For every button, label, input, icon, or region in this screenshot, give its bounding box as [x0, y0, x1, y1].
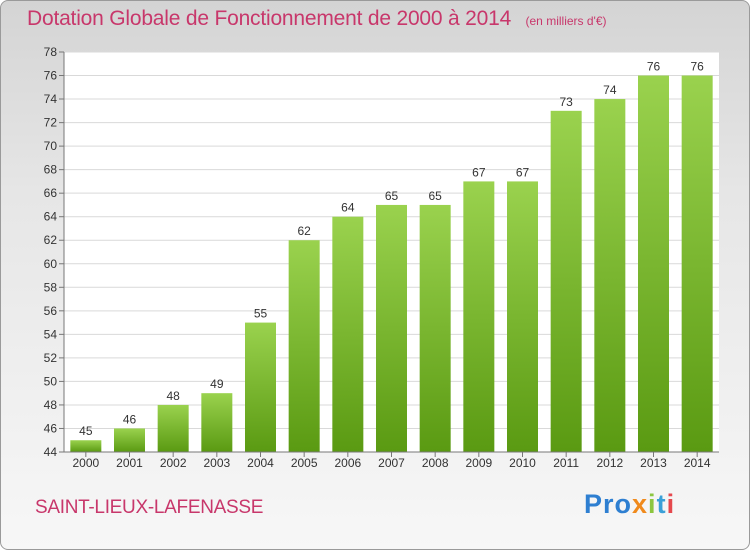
y-tick-label: 54 [44, 327, 58, 341]
bar-value-label: 76 [647, 60, 661, 74]
x-tick-label: 2000 [72, 456, 99, 470]
y-tick-label: 72 [44, 116, 58, 130]
bar[interactable] [70, 440, 102, 452]
bar-value-label: 46 [123, 412, 137, 426]
bar-value-label: 48 [166, 389, 180, 403]
x-tick-label: 2010 [509, 456, 536, 470]
bar[interactable] [376, 204, 407, 452]
y-tick-label: 60 [44, 257, 58, 271]
y-tick-label: 52 [44, 351, 58, 365]
y-tick-label: 58 [44, 280, 58, 294]
bar-value-label: 49 [210, 377, 224, 391]
bar-value-label: 62 [297, 224, 311, 238]
bar[interactable] [550, 110, 582, 452]
bar-value-label: 64 [341, 201, 355, 215]
logo-part-i: i [648, 489, 657, 519]
bar-value-label: 55 [254, 307, 268, 321]
x-tick-label: 2011 [553, 456, 579, 470]
y-tick-label: 56 [44, 304, 58, 318]
bar-value-label: 76 [690, 60, 704, 74]
x-tick-label: 2012 [596, 456, 623, 470]
x-tick-label: 2014 [684, 456, 711, 470]
bar[interactable] [507, 181, 538, 453]
y-tick-label: 74 [44, 92, 58, 106]
y-tick-label: 62 [44, 233, 58, 247]
chart-unit: (en milliers d'€) [525, 14, 607, 28]
y-tick-label: 76 [44, 69, 58, 83]
bar-value-label: 67 [516, 165, 530, 179]
y-tick-label: 70 [44, 139, 58, 153]
bar[interactable] [332, 216, 364, 452]
bar-value-label: 65 [428, 189, 442, 203]
x-tick-label: 2002 [160, 456, 187, 470]
x-tick-label: 2006 [334, 456, 361, 470]
proxiti-logo[interactable]: Proxiti [584, 489, 675, 520]
logo-part-x: x [632, 489, 649, 519]
bar[interactable] [288, 240, 320, 452]
x-tick-label: 2003 [203, 456, 230, 470]
bar-value-label: 73 [559, 95, 573, 109]
x-tick-label: 2004 [247, 456, 274, 470]
bar[interactable] [157, 404, 189, 452]
commune-name: SAINT-LIEUX-LAFENASSE [35, 497, 264, 518]
chart-title: Dotation Globale de Fonctionnement de 20… [27, 7, 512, 30]
logo-part-i2: i [666, 489, 676, 519]
bar[interactable] [419, 204, 451, 452]
bar[interactable] [594, 99, 626, 452]
y-tick-label: 44 [44, 445, 58, 459]
bar[interactable] [463, 181, 495, 453]
x-tick-label: 2009 [465, 456, 492, 470]
bar[interactable] [638, 75, 669, 452]
y-tick-label: 68 [44, 163, 58, 177]
bar[interactable] [681, 75, 713, 452]
y-tick-label: 46 [44, 421, 58, 435]
bar-value-label: 67 [472, 165, 486, 179]
bar-value-label: 65 [385, 189, 399, 203]
x-tick-label: 2007 [378, 456, 405, 470]
x-tick-label: 2005 [291, 456, 318, 470]
x-tick-label: 2013 [640, 456, 667, 470]
logo-part-t: t [656, 489, 667, 519]
x-tick-label: 2001 [116, 456, 143, 470]
bar-value-label: 74 [603, 83, 617, 97]
x-tick-label: 2008 [422, 456, 449, 470]
logo-part-pro: Pro [584, 489, 633, 519]
y-tick-label: 50 [44, 374, 58, 388]
y-tick-label: 48 [44, 398, 58, 412]
bar[interactable] [245, 322, 276, 452]
bar[interactable] [201, 393, 233, 452]
bar[interactable] [114, 428, 145, 452]
y-tick-label: 64 [44, 210, 58, 224]
y-tick-label: 78 [44, 45, 58, 59]
y-tick-label: 66 [44, 186, 58, 200]
bar-value-label: 45 [79, 424, 93, 438]
title-row: Dotation Globale de Fonctionnement de 20… [27, 7, 607, 31]
